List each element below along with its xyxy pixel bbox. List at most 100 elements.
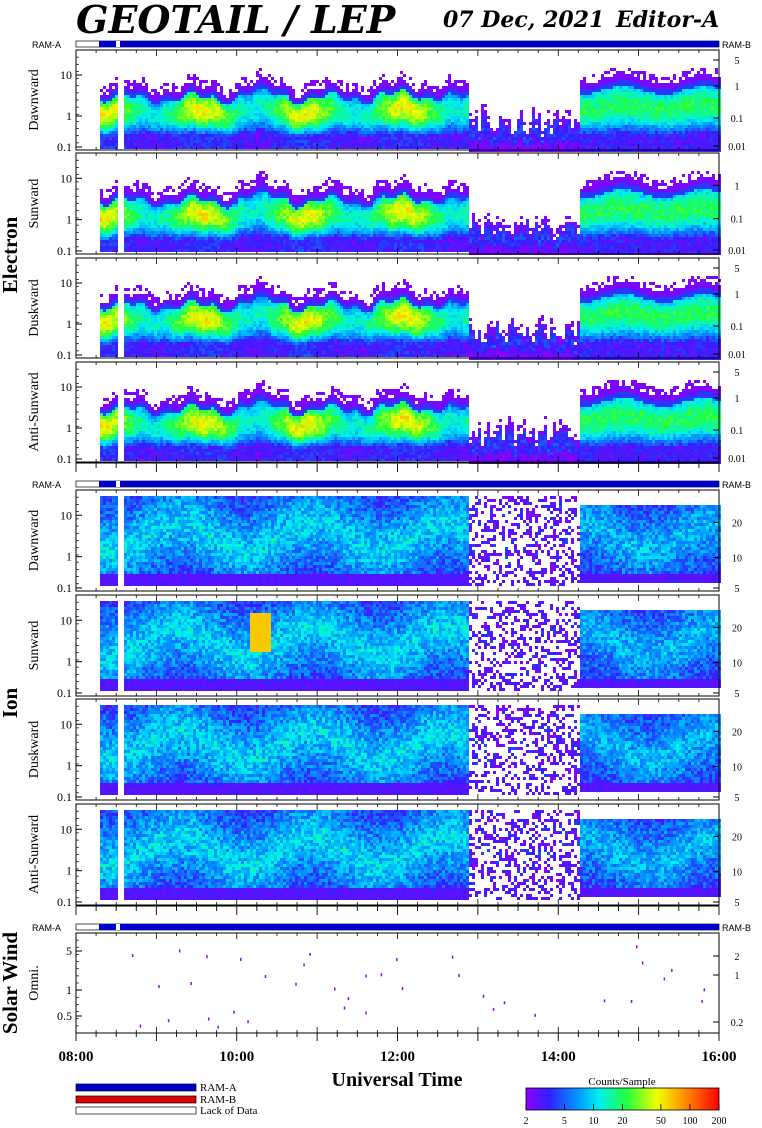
y-tick-label-right: 0.01 [728, 350, 746, 361]
y-tick-label-left: 0.1 [57, 790, 72, 804]
panel-ylabel: Omni. [27, 965, 42, 1000]
y-tick-label-left: 1 [66, 983, 72, 997]
legend: RAM-A RAM-B Lack of Data [76, 1082, 258, 1117]
y-tick-label-left: 1 [66, 759, 72, 773]
y-tick-label-right: 1 [735, 971, 740, 982]
y-tick-label-right: 5 [735, 689, 740, 700]
y-tick-label-right: 10 [732, 659, 742, 670]
legend-swatch-ram-b [76, 1096, 196, 1103]
y-tick-label-right: 5 [735, 368, 740, 379]
y-tick-label-left: 1 [66, 864, 72, 878]
ram-label-right: RAM-B [722, 40, 751, 50]
y-tick-label-right: 0.01 [728, 246, 746, 257]
y-tick-label-right: 1 [735, 82, 740, 93]
panel-ylabel: Duskward [27, 721, 42, 779]
y-tick-label-right: 10 [732, 554, 742, 565]
time-tick-label: 14:00 [541, 1049, 576, 1065]
legend-label: Lack of Data [200, 1105, 258, 1117]
panel-ylabel: Duskward [27, 279, 42, 337]
colorbar-tick-label: 2 [524, 1116, 529, 1127]
ram-label-left: RAM-A [32, 40, 61, 50]
y-tick-label-right: 2 [735, 952, 740, 963]
y-tick-label-left: 1 [66, 109, 72, 123]
y-tick-label-right: 5 [735, 264, 740, 275]
colorbar-tick-label: 10 [588, 1116, 598, 1127]
y-tick-label-left: 10 [60, 68, 72, 82]
y-tick-label-right: 0.1 [731, 426, 744, 437]
spectrogram-cells [100, 705, 721, 795]
y-tick-label-left: 0.1 [57, 244, 72, 258]
spectrogram-panel-ion-dawnward: Dawnward 10 1 0.1 20 10 5 [27, 490, 742, 595]
y-tick-label-right: 5 [735, 584, 740, 595]
spectrogram-cells [100, 810, 721, 900]
ram-label-left: RAM-A [32, 923, 61, 933]
legend-swatch-ram-a [76, 1084, 196, 1091]
legend-label: RAM-A [200, 1082, 237, 1094]
y-tick-label-left: 0.1 [57, 581, 72, 595]
y-tick-label-right: 0.1 [731, 114, 744, 125]
time-tick-label: 12:00 [380, 1049, 415, 1065]
spectrogram-cells [100, 601, 721, 691]
y-tick-label-right: 20 [732, 832, 742, 843]
panel-ylabel: Sunward [27, 621, 42, 671]
y-tick-label-right: 1 [735, 181, 740, 192]
time-axis-label: Universal Time [332, 1069, 463, 1091]
legend-swatch-lack-of-data [76, 1107, 196, 1114]
colorbar-tick-label: 100 [682, 1116, 697, 1127]
group-label-solar-wind: Solar Wind [0, 932, 22, 1034]
plot-editor: Editor-A [615, 7, 719, 33]
time-tick-label: 10:00 [219, 1049, 254, 1065]
panel-ylabel: Dawnward [27, 69, 42, 130]
y-tick-label-left: 10 [60, 508, 72, 522]
y-tick-label-left: 10 [60, 171, 72, 185]
y-tick-label-right: 20 [732, 623, 742, 634]
panels: Dawnward 10 1 0.1 5 1 0.1 0.01 Sunward 10 1 0.1 1 0.1… [27, 50, 746, 1033]
y-tick-label-left: 1 [66, 550, 72, 564]
colorbar-tick-label: 50 [656, 1116, 666, 1127]
y-tick-label-right: 5 [735, 56, 740, 67]
y-tick-label-left: 1 [66, 317, 72, 331]
y-tick-label-right: 20 [732, 518, 742, 529]
y-tick-label-left: 0.5 [57, 1009, 72, 1023]
y-tick-label-right: 5 [735, 793, 740, 804]
y-tick-label-left: 10 [60, 276, 72, 290]
y-tick-label-left: 0.1 [57, 686, 72, 700]
ram-label-right: RAM-B [722, 480, 751, 490]
colorbar-tick-label: 5 [562, 1116, 567, 1127]
panel-ylabel: Sunward [27, 179, 42, 229]
y-tick-label-left: 0.1 [57, 895, 72, 909]
panel-ylabel: Anti-Sunward [27, 815, 42, 894]
y-tick-label-left: 1 [66, 655, 72, 669]
colorbar-tick-label: 20 [618, 1116, 628, 1127]
colorbar-tick-label: 200 [712, 1116, 727, 1127]
y-tick-label-right: 0.1 [731, 215, 744, 226]
y-tick-label-left: 10 [60, 822, 72, 836]
y-tick-label-right: 1 [735, 394, 740, 405]
y-tick-label-right: 10 [732, 763, 742, 774]
group-label-ion: Ion [0, 688, 22, 719]
y-tick-label-left: 0.1 [57, 140, 72, 154]
ram-label-left: RAM-A [32, 480, 61, 490]
y-tick-label-right: 5 [735, 898, 740, 909]
y-tick-label-right: 0.01 [728, 142, 746, 153]
y-tick-label-left: 10 [60, 717, 72, 731]
y-tick-label-right: 0.1 [731, 322, 744, 333]
y-tick-label-left: 0.1 [57, 348, 72, 362]
group-label-electron: Electron [0, 216, 22, 293]
plot-title: GEOTAIL / LEP [76, 0, 397, 42]
y-tick-label-right: 1 [735, 290, 740, 301]
ram-label-right: RAM-B [722, 923, 751, 933]
y-tick-label-left: 1 [66, 213, 72, 227]
time-tick-label: 08:00 [59, 1049, 94, 1065]
y-tick-label-left: 10 [60, 380, 72, 394]
panel-ylabel: Dawnward [27, 510, 42, 571]
panel-ylabel: Anti-Sunward [27, 372, 42, 451]
colorbar-title: Counts/Sample [588, 1076, 655, 1088]
y-tick-label-left: 0.1 [57, 452, 72, 466]
y-tick-label-left: 5 [66, 944, 72, 958]
y-tick-label-right: 0.2 [731, 1018, 744, 1029]
spectrogram-cells [100, 496, 721, 586]
